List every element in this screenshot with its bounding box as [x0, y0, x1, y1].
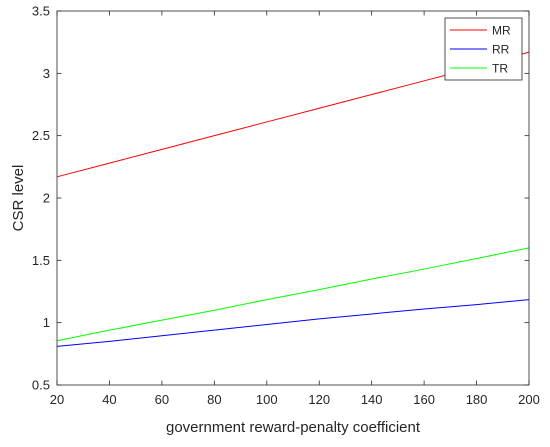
x-tick-label: 40: [102, 392, 116, 407]
y-tick-label: 3: [43, 66, 50, 81]
y-tick-label: 2: [43, 191, 50, 206]
x-tick-label: 160: [413, 392, 435, 407]
y-tick-label: 2.5: [32, 128, 50, 143]
x-tick-label: 180: [466, 392, 488, 407]
legend-label-mr: MR: [492, 24, 511, 38]
x-tick-label: 80: [207, 392, 221, 407]
y-axis-label: CSR level: [10, 165, 27, 232]
y-tick-label: 1.5: [32, 253, 50, 268]
x-tick-label: 120: [308, 392, 330, 407]
legend-label-tr: TR: [492, 62, 508, 76]
legend-label-rr: RR: [492, 43, 510, 57]
y-tick-label: 0.5: [32, 378, 50, 393]
x-tick-label: 140: [361, 392, 383, 407]
y-tick-label: 1: [43, 315, 50, 330]
series-line-tr: [56, 247, 530, 342]
x-axis-label: government reward-penalty coefficient: [166, 419, 421, 436]
y-tick-label: 3.5: [32, 4, 50, 19]
legend: MR RR TR: [444, 17, 523, 81]
x-tick-label: 60: [155, 392, 169, 407]
axes-layer: 20 40 60 80 100 120 140 160 180 200 0.5 1 1.5 2 2.5 3 3.…: [32, 4, 540, 408]
x-tick-label: 200: [518, 392, 540, 407]
series-line-rr: [56, 299, 530, 347]
x-tick-label: 100: [256, 392, 278, 407]
x-tick-label: 20: [50, 392, 64, 407]
